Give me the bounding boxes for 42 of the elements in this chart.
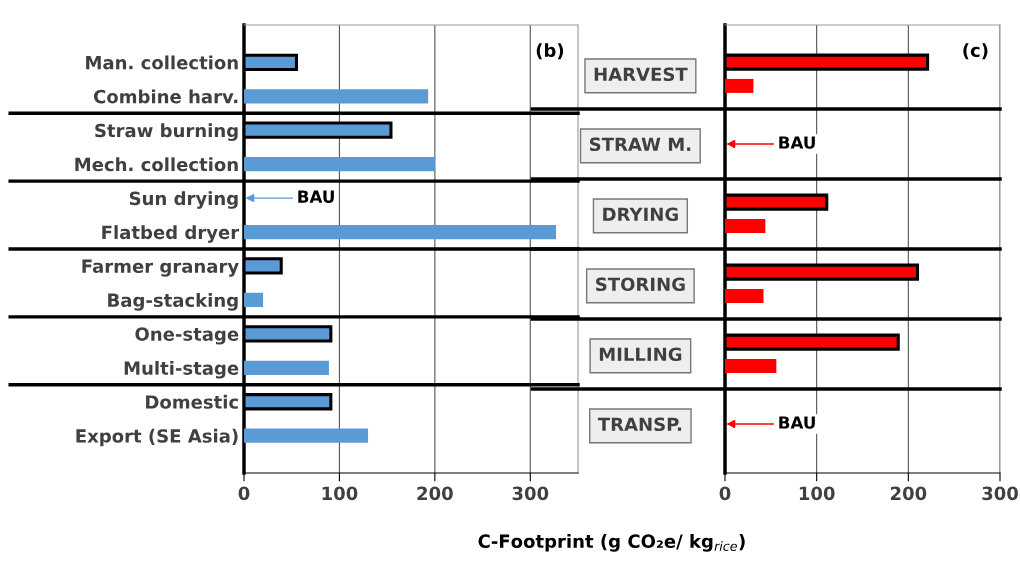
- y-tick-label: Farmer granary: [82, 259, 239, 277]
- x-tick-label: 100: [322, 486, 358, 501]
- x-tick-label: 200: [417, 486, 453, 501]
- bar: [244, 360, 329, 375]
- bar: [725, 218, 766, 233]
- y-tick-label: STORING: [596, 277, 685, 292]
- bar: [725, 78, 754, 93]
- annotation: BAU: [779, 416, 815, 429]
- annotation: BAU: [298, 190, 334, 203]
- text: (c): [963, 43, 988, 60]
- y-tick-label: Man. collection: [86, 55, 238, 70]
- y-tick-label: Mech. collection: [75, 157, 238, 172]
- y-tick-label: Domestic: [146, 394, 238, 409]
- x-axis-title: C-Footprint (g CO₂e/ kg$_{rice}$): [478, 534, 745, 552]
- bar: [244, 224, 557, 240]
- y-tick-label: One-stage: [135, 327, 239, 345]
- text: (b): [536, 43, 564, 60]
- x-tick-label: 0: [238, 486, 250, 501]
- x-tick-label: 0: [719, 486, 731, 501]
- y-tick-label: Flatbed dryer: [102, 225, 240, 243]
- bar: [725, 358, 777, 373]
- y-tick-label: STRAW M.: [589, 137, 691, 152]
- bar: [244, 89, 429, 104]
- y-tick-label: Straw burning: [95, 123, 238, 141]
- y-tick-label: Multi-stage: [124, 360, 239, 379]
- bar: [244, 157, 435, 172]
- y-tick-label: MILLING: [599, 347, 682, 362]
- bar: [244, 428, 369, 443]
- x-tick-label: 100: [799, 486, 835, 501]
- y-tick-label: Export (SE Asia): [76, 428, 238, 447]
- y-tick-label: Combine harv.: [93, 89, 238, 104]
- y-tick-label: HARVEST: [594, 67, 688, 82]
- x-tick-label: 300: [982, 486, 1018, 501]
- annotation: BAU: [779, 136, 815, 149]
- y-tick-label: Sun drying: [129, 191, 238, 209]
- y-tick-label: DRYING: [603, 207, 678, 222]
- bar: [725, 288, 764, 303]
- x-tick-label: 200: [890, 486, 927, 501]
- bar: [244, 292, 264, 308]
- y-tick-label: TRANSP.: [597, 417, 682, 432]
- x-tick-label: 300: [512, 486, 549, 501]
- y-tick-label: Bag-stacking: [108, 293, 238, 311]
